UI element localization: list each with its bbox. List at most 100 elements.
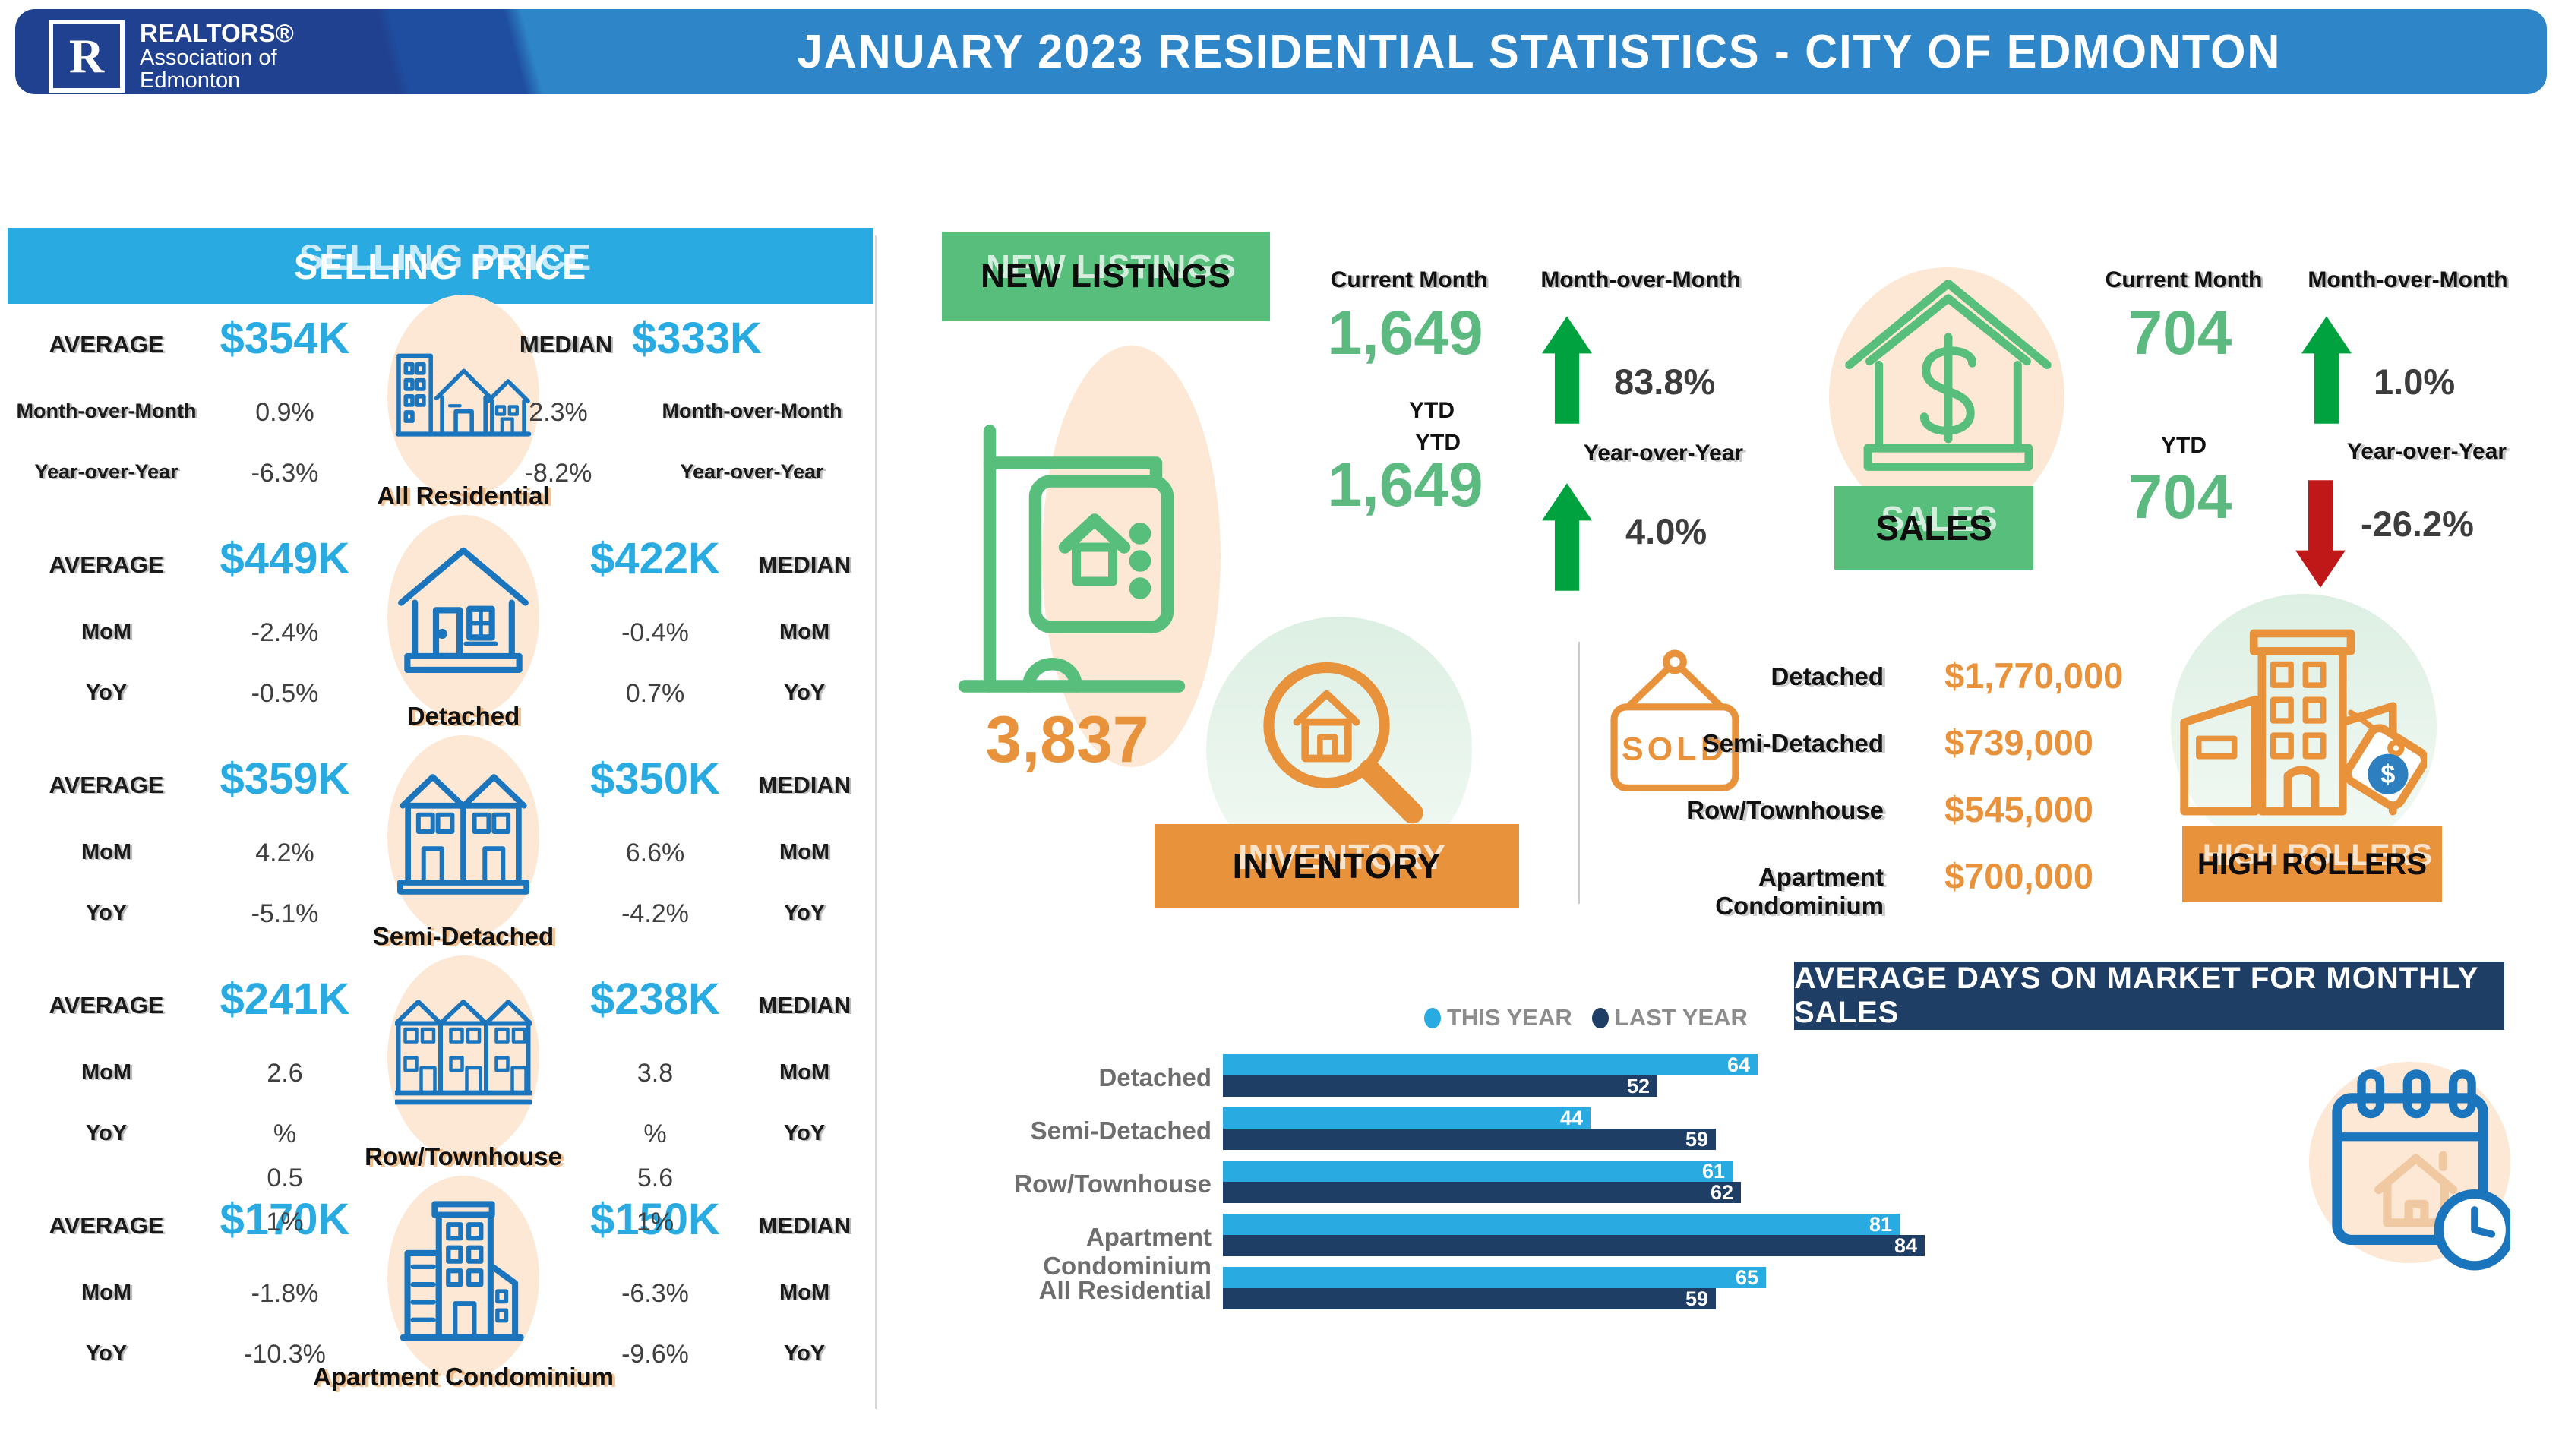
selling-price-row-all-residential: AVERAGE $354K Month-over-Month 0.9% Year… (8, 295, 873, 532)
average-price: $359K (220, 754, 350, 804)
med-yoy-label: YoY (783, 901, 826, 925)
average-label: AVERAGE (49, 772, 164, 798)
svg-text:$: $ (2380, 760, 2395, 789)
med-mom-value: 3.8 (637, 1059, 674, 1088)
avg-yoy-value: -10.3% (244, 1340, 326, 1369)
chart-bar-value: 84 (1894, 1234, 1917, 1257)
chart-bar-this-year: 61 (1223, 1161, 1733, 1182)
nl-ytd-label-dup: YTD (1415, 430, 1461, 455)
days-on-market-chart: Detached 64 52 Semi-Detached 44 59 Row/Townhou… (949, 1054, 2043, 1335)
chart-category-label: Semi-Detached (1030, 1116, 1212, 1145)
legend-item: THIS YEAR (1424, 1004, 1572, 1031)
chart-bar-value: 64 (1726, 1053, 1750, 1076)
nl-ytd-value: 1,649 (1327, 450, 1483, 520)
median-price: $150K (590, 1195, 720, 1244)
listing-sign-icon (956, 357, 1206, 767)
nl-current-month-value: 1,649 (1327, 298, 1483, 368)
high-roller-price: $700,000 (1944, 856, 2094, 896)
med-mom-value: 6.6% (625, 839, 685, 867)
avg-mom-label: MoM (81, 840, 132, 864)
med-yoy-value: 0.7% (625, 679, 685, 708)
property-type-name: Detached (406, 702, 520, 730)
chart-bar-last-year: 59 (1223, 1129, 1716, 1150)
nl-yoy-value: 4.0% (1625, 511, 1707, 551)
high-rollers-title: HIGH ROLLERS (2182, 826, 2442, 902)
avg-mom-value: -1.8% (251, 1279, 319, 1308)
med-mom-label: MoM (779, 1281, 830, 1305)
avg-yoy-value: -6.3% (251, 459, 319, 488)
panel-divider (875, 235, 877, 1409)
sales-ytd-value: 704 (2128, 463, 2232, 532)
selling-price-row-apartment-condominium: AVERAGE $170K MoM -1.8% YoY -10.3% Apart… (8, 1176, 873, 1413)
high-roller-price: $739,000 (1944, 722, 2094, 763)
avg-yoy-label: YoY (85, 1341, 128, 1366)
median-label: MEDIAN (757, 992, 851, 1019)
average-price: $170K (220, 1195, 350, 1244)
new-listings-title: NEW LISTINGS (942, 232, 1270, 321)
selling-price-rows: AVERAGE $354K Month-over-Month 0.9% Year… (8, 295, 873, 1420)
median-price: $238K (590, 974, 720, 1024)
org-line3: Edmonton (140, 68, 241, 93)
icon-art (395, 1200, 532, 1344)
org-line2: Association of (140, 46, 277, 70)
sales-current-month-value: 704 (2128, 298, 2232, 368)
chart-category-label: Apartment Condominium (1043, 1223, 1212, 1280)
median-label: MEDIAN (757, 551, 851, 578)
legend-label: THIS YEAR (1447, 1004, 1572, 1031)
avg-yoy-label: Year-over-Year (34, 460, 178, 483)
chart-bar-value: 59 (1685, 1128, 1708, 1151)
avg-mom-value: -2.4% (251, 618, 319, 647)
sales-mom-label: Month-over-Month (2308, 267, 2508, 292)
median-price: $333K (632, 314, 762, 363)
avg-mom-label: MoM (81, 620, 132, 644)
median-label: MEDIAN (757, 1212, 851, 1239)
chart-bar-value: 61 (1701, 1160, 1725, 1183)
icon-blob (387, 1176, 539, 1379)
selling-price-row-row-townhouse: AVERAGE $241K MoM 2.6 YoY % 0.5 1% Row/T… (8, 955, 873, 1236)
chart-bar-last-year: 84 (1223, 1235, 1925, 1256)
icon-art (395, 539, 532, 684)
med-mom-label: MoM (779, 840, 830, 864)
chart-category-label: All Residential (1038, 1276, 1212, 1304)
nl-current-month-label: Current Month (1330, 267, 1488, 292)
avg-yoy-value: -5.1% (251, 899, 319, 928)
sales-ytd-label: YTD (2161, 433, 2207, 458)
med-yoy-value: -8.2% (524, 459, 592, 488)
sales-mom-value: 1.0% (2374, 362, 2456, 402)
svg-text:SOLD: SOLD (1622, 731, 1728, 767)
high-roller-type: Semi-Detached (1702, 729, 1884, 757)
icon-art (395, 760, 532, 904)
med-mom-value: 2.3% (529, 398, 588, 427)
nl-mom-value: 83.8% (1614, 362, 1716, 402)
chart-bar-last-year: 62 (1223, 1182, 1741, 1203)
avg-yoy-label: YoY (85, 1121, 128, 1145)
property-type-icon (371, 735, 556, 939)
avg-extra-line: 1% (266, 1208, 304, 1236)
legend-label: LAST YEAR (1614, 1004, 1748, 1031)
legend-dot-icon (1591, 1007, 1609, 1028)
property-type-icon (371, 1176, 556, 1379)
med-extra-line: 5.6 (637, 1164, 674, 1192)
sales-yoy-value: -26.2% (2361, 504, 2474, 544)
avg-mom-label: Month-over-Month (16, 400, 197, 422)
med-yoy-label: Year-over-Year (680, 460, 824, 483)
property-type-icon (371, 955, 556, 1159)
med-yoy-label: YoY (783, 1341, 826, 1366)
chart-bar-last-year: 52 (1223, 1075, 1657, 1097)
legend-dot-icon (1424, 1007, 1441, 1028)
high-roller-price: $1,770,000 (1944, 655, 2124, 696)
selling-price-header: SELLING PRICE (8, 228, 873, 304)
high-roller-type: Row/Townhouse (1686, 796, 1884, 824)
avg-extra-line: 0.5 (267, 1164, 303, 1192)
org-name: REALTORS® Association of Edmonton (140, 20, 294, 93)
chart-bar-value: 81 (1869, 1213, 1892, 1236)
up-arrow-icon (2301, 313, 2352, 427)
avg-mom-value: 4.2% (255, 839, 314, 867)
average-price: $354K (220, 314, 350, 363)
house-dollar-icon (1842, 273, 2055, 486)
buildings-price-tag-icon: $ (2176, 608, 2429, 835)
avg-yoy-value: % (273, 1120, 297, 1148)
property-type-name: Semi-Detached (372, 922, 554, 950)
med-extra-line: 1% (636, 1208, 674, 1236)
property-type-icon (371, 515, 556, 719)
